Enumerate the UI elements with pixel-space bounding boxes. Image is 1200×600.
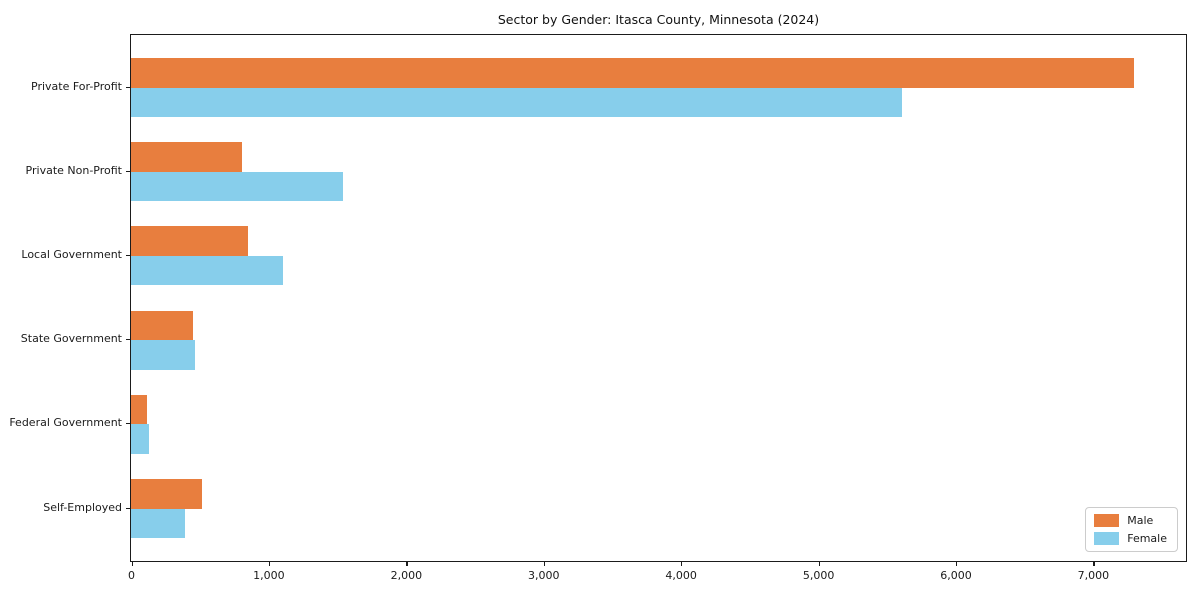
bar-male-self-employed xyxy=(131,479,203,509)
y-tick-label-state-government: State Government xyxy=(20,332,122,346)
x-tick-label-7000: 7,000 xyxy=(1077,569,1110,582)
y-tick-mark xyxy=(126,170,130,172)
y-tick-mark xyxy=(126,507,130,509)
y-tick-label-private-for-profit: Private For-Profit xyxy=(31,79,122,93)
x-tick-mark xyxy=(818,562,820,566)
x-tick-label-3000: 3,000 xyxy=(528,569,560,582)
x-tick-label-1000: 1,000 xyxy=(253,569,285,582)
y-tick-label-federal-government: Federal Government xyxy=(9,416,122,430)
x-tick-mark xyxy=(681,562,683,566)
legend-label: Female xyxy=(1127,532,1167,545)
legend-swatch-male xyxy=(1094,514,1120,527)
x-tick-mark xyxy=(406,562,408,566)
y-tick-mark xyxy=(126,423,130,425)
x-tick-label-6000: 6,000 xyxy=(940,569,972,582)
bar-female-self-employed xyxy=(131,508,185,538)
y-tick-label-local-government: Local Government xyxy=(21,247,122,261)
legend-label: Male xyxy=(1127,514,1154,527)
bar-female-private-non-profit xyxy=(131,171,343,202)
y-tick-label-self-employed: Self-Employed xyxy=(43,500,122,514)
chart-title: Sector by Gender: Itasca County, Minneso… xyxy=(497,12,820,27)
bar-female-state-government xyxy=(131,340,195,370)
x-tick-mark xyxy=(1093,562,1095,566)
x-tick-mark xyxy=(956,562,958,566)
x-tick-label-4000: 4,000 xyxy=(665,569,697,582)
bar-male-local-government xyxy=(131,226,248,256)
y-tick-label-private-non-profit: Private Non-Profit xyxy=(25,163,122,177)
y-tick-mark xyxy=(126,86,130,88)
legend-swatch-female xyxy=(1094,532,1120,545)
bar-female-federal-government xyxy=(131,424,149,454)
x-tick-label-5000: 5,000 xyxy=(802,569,835,582)
bar-male-federal-government xyxy=(131,394,147,425)
x-tick-mark xyxy=(543,562,545,566)
x-tick-mark xyxy=(131,562,133,566)
y-tick-mark xyxy=(126,339,130,341)
legend-item-male: Male xyxy=(1094,514,1167,527)
bar-male-private-non-profit xyxy=(131,142,243,172)
y-tick-mark xyxy=(126,254,130,257)
x-tick-label-0: 0 xyxy=(128,569,135,582)
x-tick-mark xyxy=(268,562,271,566)
legend: Male Female xyxy=(1085,507,1178,552)
bar-male-state-government xyxy=(131,310,193,341)
bar-male-private-for-profit xyxy=(131,58,1135,88)
x-tick-label-2000: 2,000 xyxy=(390,569,423,582)
bar-female-local-government xyxy=(131,255,283,286)
bar-female-private-for-profit xyxy=(131,87,902,117)
legend-item-female: Female xyxy=(1094,532,1167,545)
plot-area: Male Female xyxy=(130,34,1187,562)
